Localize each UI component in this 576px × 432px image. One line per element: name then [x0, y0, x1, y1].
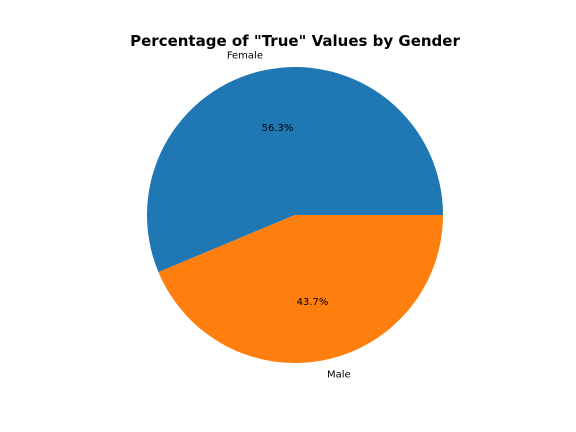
- slice-label-female: Female: [227, 50, 263, 61]
- slice-label-male: Male: [327, 370, 351, 381]
- percent-label-female: 56.3%: [262, 123, 294, 134]
- pie-slice-male: [158, 215, 443, 363]
- pie-slice-female: [146, 66, 443, 273]
- pie-slices: [146, 66, 443, 363]
- chart-title: Percentage of "True" Values by Gender: [130, 32, 460, 50]
- percent-label-male: 43.7%: [297, 297, 329, 308]
- pie-labels: Female 56.3% Male 43.7%: [227, 50, 351, 380]
